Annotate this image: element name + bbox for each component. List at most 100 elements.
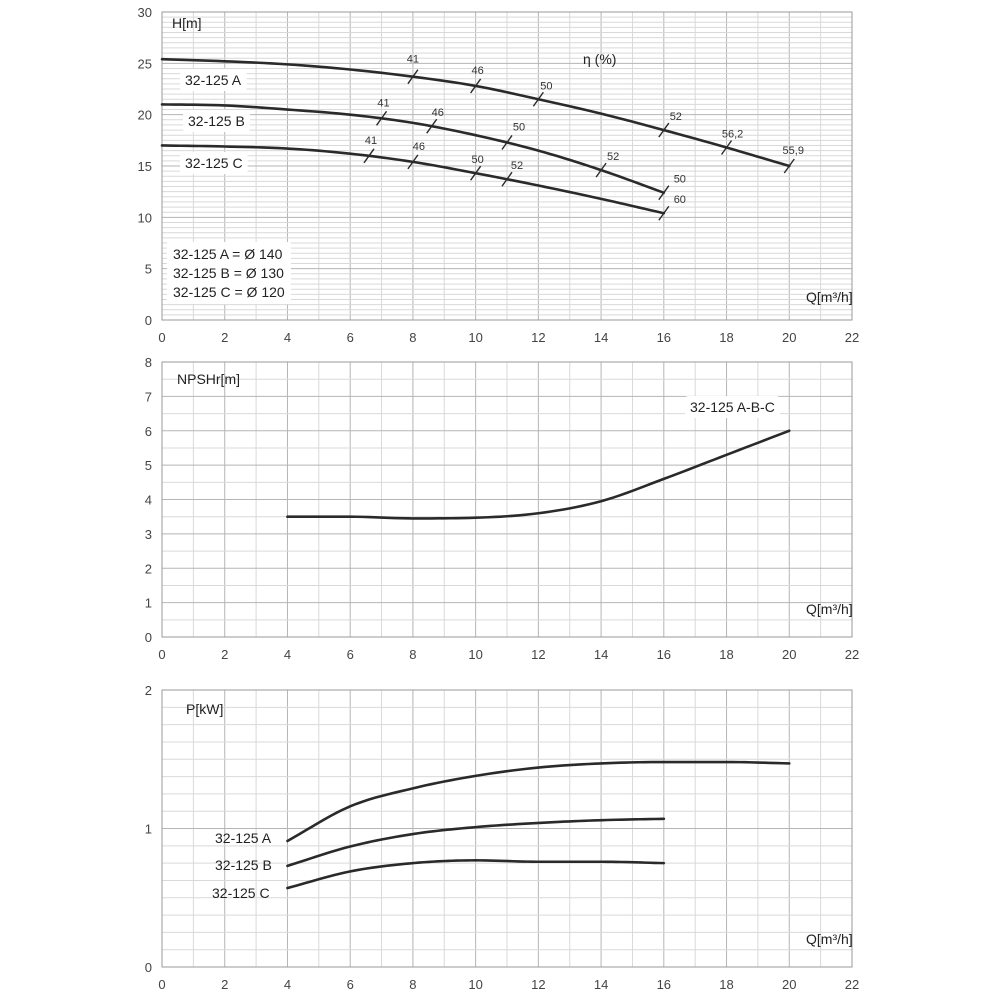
efficiency-mark-label: 52 (511, 160, 523, 172)
efficiency-tick (658, 205, 670, 221)
x-axis-label: Q[m³/h] (806, 289, 853, 305)
y-tick-label: 5 (145, 458, 152, 473)
y-tick-label: 2 (145, 683, 152, 698)
y-tick-label: 7 (145, 389, 152, 404)
series-line (286, 817, 666, 868)
x-tick-label: 10 (468, 647, 482, 662)
chart-3: 0 2 4 6 8 10 12 14 16 18 20 22012P[kW]Q[m³/h]32-125… (145, 683, 859, 992)
y-tick-label: 1 (145, 596, 152, 611)
efficiency-tick (658, 122, 670, 138)
x-axis-label: Q[m³/h] (806, 601, 853, 617)
series-label: 32-125 B (188, 113, 245, 129)
y-tick-label: 10 (138, 210, 152, 225)
x-tick-label: 20 (782, 330, 796, 345)
y-tick-label: 25 (138, 56, 152, 71)
y-tick-label: 5 (145, 262, 152, 277)
x-tick-label: 22 (845, 647, 859, 662)
x-tick-label: 22 (845, 977, 859, 992)
efficiency-mark-label: 46 (413, 141, 425, 153)
x-tick-label: 10 (468, 330, 482, 345)
efficiency-tick (720, 140, 733, 155)
chart-2: 0 2 4 6 8 10 12 14 16 18 20 22012345678NPSHr[m]Q[m³… (145, 355, 859, 662)
x-tick-label: 16 (657, 977, 671, 992)
x-tick-label: 20 (782, 977, 796, 992)
series-label-bg (685, 396, 780, 418)
x-tick-label: 16 (657, 330, 671, 345)
efficiency-tick (470, 78, 482, 94)
efficiency-mark-label: 56,2 (722, 129, 743, 141)
plot-frame (161, 11, 853, 321)
efficiency-tick (426, 118, 438, 134)
efficiency-tick (783, 158, 795, 174)
x-tick-label: 10 (468, 977, 482, 992)
y-axis-label: P[kW] (186, 701, 223, 717)
efficiency-tick (501, 171, 513, 187)
x-axis-label: Q[m³/h] (806, 931, 853, 947)
series-line (160, 103, 666, 194)
efficiency-mark-label: 52 (607, 151, 619, 163)
series-label: 32-125 B (215, 857, 272, 873)
y-tick-label: 15 (138, 159, 152, 174)
x-tick-label: 6 (347, 647, 354, 662)
x-tick-label: 2 (221, 647, 228, 662)
x-tick-label: 20 (782, 647, 796, 662)
diameter-note: 32-125 A = Ø 140 (173, 246, 283, 262)
efficiency-mark-label: 50 (674, 174, 686, 186)
series-label: 32-125 A (215, 830, 272, 846)
efficiency-mark-label: 60 (674, 194, 686, 206)
y-tick-label: 8 (145, 355, 152, 370)
efficiency-tick (470, 165, 482, 181)
series-label-bg (180, 69, 247, 91)
x-tick-label: 4 (284, 330, 291, 345)
series-label-bg (180, 152, 248, 174)
grid (161, 689, 853, 968)
efficiency-heading: η (%) (583, 51, 616, 67)
diameter-note: 32-125 C = Ø 120 (173, 284, 285, 300)
x-tick-label: 2 (221, 977, 228, 992)
efficiency-mark-label: 55,9 (783, 145, 804, 157)
x-tick-label: 8 (409, 647, 416, 662)
efficiency-tick (595, 162, 607, 178)
series-label: 32-125 A-B-C (690, 399, 775, 415)
x-tick-label: 8 (409, 977, 416, 992)
y-tick-label: 0 (145, 313, 152, 328)
x-tick-label: 18 (719, 330, 733, 345)
chart-1: 0 2 4 6 8 10 12 14 16 18 20 22051015202530H[m]Q[m³/… (138, 5, 860, 345)
y-tick-label: 1 (145, 822, 152, 837)
y-tick-label: 0 (145, 960, 152, 975)
efficiency-mark-label: 50 (472, 154, 484, 166)
y-tick-label: 6 (145, 424, 152, 439)
efficiency-tick (658, 185, 670, 201)
plot-frame (161, 361, 853, 638)
efficiency-mark-label: 46 (432, 107, 444, 119)
x-tick-label: 12 (531, 647, 545, 662)
diameter-notes: 32-125 A = Ø 140 32-125 B = Ø 130 32-125 C… (167, 242, 291, 304)
y-tick-label: 4 (145, 493, 152, 508)
x-tick-label: 0 (158, 647, 165, 662)
x-tick-label: 2 (221, 330, 228, 345)
series-line (286, 760, 791, 843)
efficiency-mark-label: 41 (407, 54, 419, 66)
x-tick-label: 14 (594, 977, 608, 992)
efficiency-mark-label: 41 (377, 97, 389, 109)
efficiency-mark-label: 41 (365, 135, 377, 147)
x-tick-label: 6 (347, 330, 354, 345)
series-line (286, 429, 791, 520)
efficiency-mark-label: 46 (472, 65, 484, 77)
efficiency-mark-label: 50 (513, 121, 525, 133)
x-tick-label: 14 (594, 647, 608, 662)
efficiency-mark-label: 50 (540, 80, 552, 92)
efficiency-tick (363, 148, 375, 164)
x-tick-label: 18 (719, 977, 733, 992)
series-label-bg (183, 110, 250, 132)
x-tick-label: 12 (531, 330, 545, 345)
series-label: 32-125 C (185, 155, 243, 171)
series-label: 32-125 A (185, 72, 242, 88)
x-tick-label: 12 (531, 977, 545, 992)
x-tick-label: 14 (594, 330, 608, 345)
x-tick-label: 4 (284, 647, 291, 662)
series-label: 32-125 C (212, 885, 270, 901)
x-tick-label: 0 (158, 330, 165, 345)
